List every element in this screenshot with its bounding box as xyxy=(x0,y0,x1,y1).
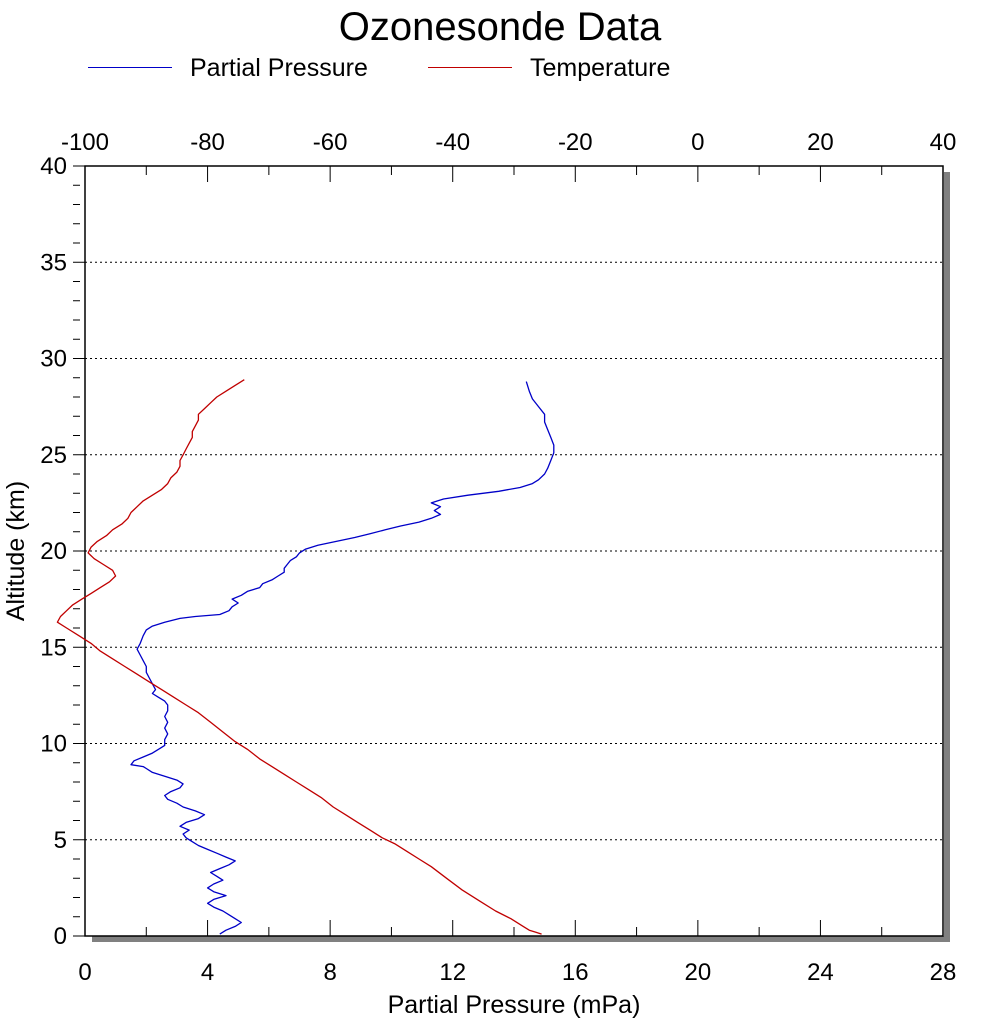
x-bottom-tick-label-28: 28 xyxy=(930,959,957,986)
legend-label-temperature: Temperature xyxy=(530,54,671,82)
series-layer xyxy=(56,379,555,935)
plot-area xyxy=(84,165,944,937)
tick-label-layer: 0 5 10 15 20 25 30 35 40 0 4 8 12 16 20 24 28 -100 -80 -60 -… xyxy=(40,129,956,986)
y-axis-title: Altitude (km) xyxy=(2,481,30,621)
x-bottom-tick-label-4: 4 xyxy=(201,959,214,986)
x-top-tick-label-20: 20 xyxy=(807,129,834,156)
y-tick-label-40: 40 xyxy=(40,153,67,180)
legend-label-partial-pressure: Partial Pressure xyxy=(190,54,368,82)
plot-shadow-bottom xyxy=(92,936,950,942)
x-top-tick-label-0: 0 xyxy=(691,129,704,156)
y-tick-label-35: 35 xyxy=(40,249,67,276)
y-tick-label-5: 5 xyxy=(54,827,67,854)
tick-layer xyxy=(73,165,944,937)
y-tick-label-30: 30 xyxy=(40,346,67,373)
x-top-tick-label-40: 40 xyxy=(930,129,957,156)
x-top-tick-label--20: -20 xyxy=(558,129,593,156)
legend-swatch-temperature xyxy=(428,67,512,68)
x-bottom-tick-label-24: 24 xyxy=(807,959,834,986)
plot-shadow-right xyxy=(944,172,950,942)
y-tick-label-0: 0 xyxy=(54,923,67,950)
x-top-tick-label--100: -100 xyxy=(61,129,109,156)
x-bottom-tick-label-16: 16 xyxy=(562,959,589,986)
x-top-tick-label--80: -80 xyxy=(190,129,225,156)
legend-swatch-partial-pressure xyxy=(88,67,172,68)
y-tick-label-15: 15 xyxy=(40,634,67,661)
y-tick-label-20: 20 xyxy=(40,538,67,565)
chart-title: Ozonesonde Data xyxy=(338,5,662,49)
x-bottom-tick-label-0: 0 xyxy=(78,959,91,986)
x-axis-title: Partial Pressure (mPa) xyxy=(388,991,641,1019)
grid-layer xyxy=(85,261,943,841)
x-top-tick-label--40: -40 xyxy=(435,129,470,156)
y-tick-label-25: 25 xyxy=(40,442,67,469)
x-bottom-tick-label-12: 12 xyxy=(439,959,466,986)
x-bottom-tick-label-8: 8 xyxy=(323,959,336,986)
series-line-temperature xyxy=(56,379,542,935)
x-top-tick-label--60: -60 xyxy=(313,129,348,156)
y-tick-label-10: 10 xyxy=(40,731,67,758)
x-bottom-tick-label-20: 20 xyxy=(685,959,712,986)
